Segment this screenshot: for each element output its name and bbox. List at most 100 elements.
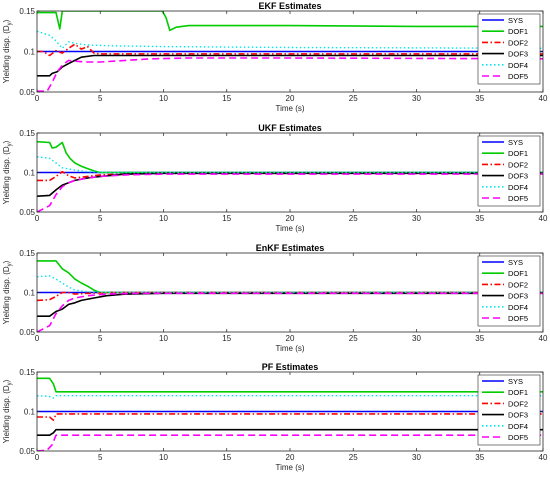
y-tick-label: 0.05 (19, 88, 35, 97)
series-group (37, 377, 543, 451)
legend-label: DOF5 (508, 433, 528, 442)
y-tick-label: 0.05 (19, 447, 35, 456)
x-tick-label: 15 (222, 453, 231, 462)
legend-label: SYS (508, 138, 523, 147)
x-tick-label: 40 (539, 453, 548, 462)
series-line-dof3 (37, 54, 543, 77)
legend-label: DOF5 (508, 72, 528, 81)
x-tick-label: 10 (159, 334, 168, 343)
x-tick-label: 20 (286, 453, 295, 462)
legend-box (477, 13, 541, 85)
x-tick-label: 35 (475, 214, 484, 223)
series-line-dof5 (37, 57, 543, 92)
x-tick-label: 20 (286, 214, 295, 223)
series-group (37, 140, 543, 212)
legend-label: DOF3 (508, 50, 528, 59)
series-line-dof3 (37, 428, 543, 437)
x-tick-label: 10 (159, 453, 168, 462)
legend-box (477, 135, 541, 207)
y-tick-label: 0.05 (19, 208, 35, 217)
x-tick-label: 15 (222, 334, 231, 343)
x-tick-label: 20 (286, 94, 295, 103)
legend-label: DOF1 (508, 388, 528, 397)
y-axis-label: Yielding disp. (Dy) (2, 19, 13, 83)
x-tick-label: 35 (475, 453, 484, 462)
x-tick-label: 35 (475, 94, 484, 103)
legend-label: DOF3 (508, 172, 528, 181)
y-tick-label: 0.15 (19, 249, 35, 258)
y-tick-label: 0.15 (19, 368, 35, 377)
legend-box (477, 255, 541, 327)
x-tick-label: 15 (222, 214, 231, 223)
panel-2: UKF Estimates 0 5 10 15 20 25 30 35 40 0.05 0.1 0.15… (2, 123, 548, 233)
panel-title: EnKF Estimates (256, 243, 325, 253)
x-tick-label: 0 (35, 214, 40, 223)
panel-title: PF Estimates (262, 362, 319, 372)
panel-3: EnKF Estimates 0 5 10 15 20 25 30 35 40 0.05 0.1 0.1… (2, 243, 548, 353)
series-line-dof5 (37, 292, 543, 332)
legend-label: DOF5 (508, 194, 528, 203)
legend-label: DOF1 (508, 27, 528, 36)
legend-label: DOF4 (508, 303, 528, 312)
x-tick-label: 30 (412, 453, 421, 462)
x-tick-label: 15 (222, 94, 231, 103)
x-tick-label: 25 (349, 94, 358, 103)
legend-label: DOF2 (508, 160, 528, 169)
legend-label: DOF2 (508, 399, 528, 408)
legend-label: DOF2 (508, 280, 528, 289)
x-tick-label: 25 (349, 214, 358, 223)
x-tick-label: 20 (286, 334, 295, 343)
x-tick-label: 0 (35, 334, 40, 343)
panel-4: PF Estimates 0 5 10 15 20 25 30 35 40 0.05 0.1 0.15 T… (2, 362, 548, 472)
y-tick-label: 0.05 (19, 328, 35, 337)
series-group (37, 260, 543, 332)
x-axis-label: Time (s) (275, 104, 304, 113)
x-axis-label: Time (s) (275, 463, 304, 472)
x-tick-label: 30 (412, 94, 421, 103)
x-tick-label: 25 (349, 334, 358, 343)
x-tick-label: 10 (159, 214, 168, 223)
legend-label: DOF4 (508, 422, 528, 431)
legend-label: DOF4 (508, 61, 528, 70)
x-tick-label: 5 (98, 334, 103, 343)
x-tick-label: 0 (35, 453, 40, 462)
x-axis-label: Time (s) (275, 224, 304, 233)
x-tick-label: 40 (539, 214, 548, 223)
legend-label: DOF1 (508, 269, 528, 278)
legend-label: DOF3 (508, 411, 528, 420)
series-line-dof1 (37, 140, 543, 174)
x-tick-label: 5 (98, 94, 103, 103)
x-tick-label: 30 (412, 334, 421, 343)
legend: SYS DOF1 DOF2 DOF3 DOF4 DOF5 (477, 255, 541, 327)
x-tick-label: 0 (35, 94, 40, 103)
y-axis-label: Yielding disp. (Dy) (2, 140, 13, 204)
y-tick-label: 0.1 (24, 169, 36, 178)
y-axis-label: Yielding disp. (Dy) (2, 260, 13, 324)
y-axis-label: Yielding disp. (Dy) (2, 379, 13, 443)
y-tick-label: 0.1 (24, 48, 36, 57)
x-axis-label: Time (s) (275, 344, 304, 353)
legend: SYS DOF1 DOF2 DOF3 DOF4 DOF5 (477, 135, 541, 207)
x-tick-label: 35 (475, 334, 484, 343)
y-tick-label: 0.15 (19, 129, 35, 138)
legend-label: DOF1 (508, 149, 528, 158)
x-tick-label: 5 (98, 214, 103, 223)
panel-title: UKF Estimates (258, 123, 322, 133)
series-line-dof5 (37, 434, 543, 451)
y-tick-label: 0.1 (24, 408, 36, 417)
legend-label: SYS (508, 16, 523, 25)
series-group (37, 11, 543, 92)
legend: SYS DOF1 DOF2 DOF3 DOF4 DOF5 (477, 374, 541, 446)
legend-label: SYS (508, 377, 523, 386)
series-line-dof1 (37, 11, 543, 32)
y-tick-label: 0.1 (24, 289, 36, 298)
panel-1: EKF Estimates 0 5 10 15 20 25 30 35 40 0.05 0.1 0.15… (2, 1, 548, 113)
x-tick-label: 10 (159, 94, 168, 103)
x-tick-label: 5 (98, 453, 103, 462)
legend-box (477, 374, 541, 446)
legend-label: SYS (508, 258, 523, 267)
y-tick-label: 0.15 (19, 7, 35, 16)
x-tick-label: 40 (539, 334, 548, 343)
x-tick-label: 40 (539, 94, 548, 103)
